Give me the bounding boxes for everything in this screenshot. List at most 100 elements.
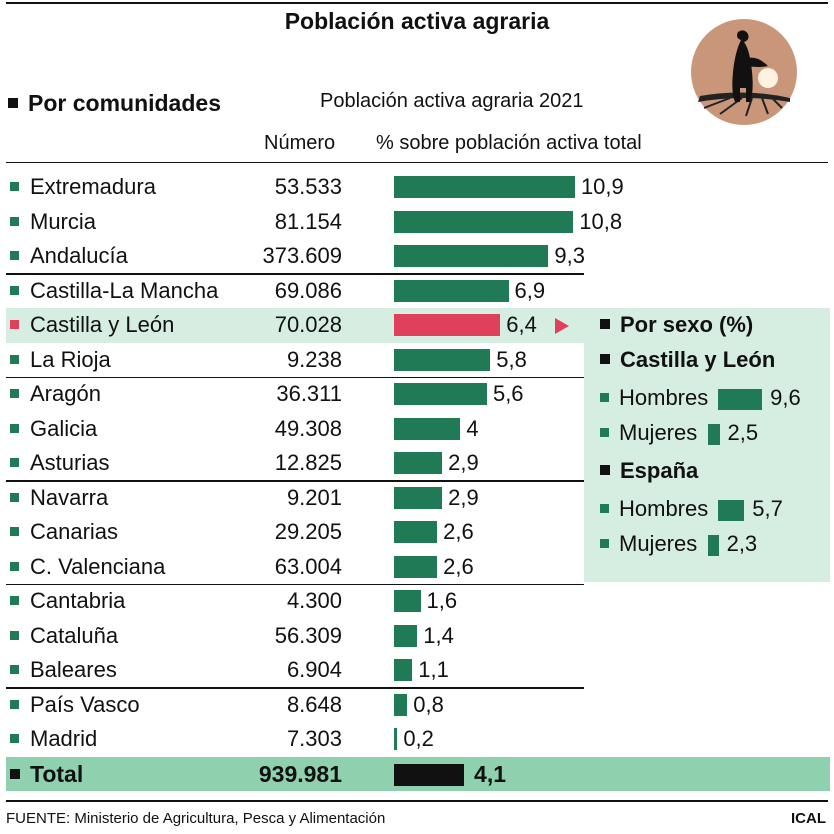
bar-row: Aragón 36.311 5,6 — [0, 377, 834, 412]
number-value: 9.238 — [286, 346, 342, 372]
bullet-square-icon — [10, 285, 19, 295]
sex-panel-heading-text: Por sexo (%) — [620, 312, 754, 337]
data-label: 9,3 — [554, 243, 585, 268]
number-value: 373.609 — [262, 243, 342, 268]
bar — [394, 555, 438, 578]
column-header-percent: % sobre población activa total — [376, 132, 642, 154]
bullet-square-icon — [600, 465, 610, 476]
group-separator — [6, 480, 584, 482]
number-value: 9.201 — [286, 484, 342, 510]
data-label: 1,1 — [418, 657, 449, 682]
sex-bar — [708, 535, 719, 556]
credit-label: ICAL — [791, 810, 826, 827]
number-value: 70.028 — [274, 312, 342, 337]
data-label: 0,8 — [413, 691, 444, 717]
chart-title: Población activa agraria — [284, 8, 550, 34]
bullet-square-icon — [600, 428, 609, 437]
bar-row: País Vasco 8.648 0,8 — [0, 688, 834, 723]
sex-bar — [718, 389, 763, 410]
category-label: Andalucía — [30, 243, 128, 268]
category-label: Cantabria — [30, 588, 126, 613]
sex-label: Mujeres — [619, 531, 698, 556]
sex-row: Mujeres 2,5 — [600, 418, 830, 448]
category-label: Galicia — [30, 415, 98, 441]
data-label: 6,4 — [506, 312, 537, 337]
bar-row: Extremadura 53.533 10,9 — [0, 170, 834, 205]
data-label: 5,8 — [496, 346, 527, 372]
sex-row: Mujeres 2,3 — [600, 529, 830, 559]
section-label-text: Por comunidades — [28, 90, 221, 116]
bullet-square-icon — [600, 504, 609, 513]
bullet-square-icon — [10, 354, 19, 364]
category-label: Aragón — [30, 381, 101, 406]
number-value: 69.086 — [274, 277, 342, 303]
category-label: Navarra — [30, 484, 109, 510]
source-note: FUENTE: Ministerio de Agricultura, Pesca… — [6, 810, 386, 827]
bar — [394, 176, 575, 198]
bar — [394, 486, 443, 509]
bar — [394, 210, 574, 233]
data-label: 10,9 — [580, 174, 624, 199]
sex-label: Hombres — [619, 385, 709, 410]
category-label: C. Valenciana — [30, 553, 166, 579]
bar-row: Cataluña 56.309 1,4 — [0, 619, 834, 654]
bullet-square-icon — [10, 630, 19, 640]
sex-data-label: 2,3 — [726, 531, 758, 556]
bar-row: Galicia 49.308 4 — [0, 412, 834, 447]
bullet-square-icon — [10, 320, 19, 329]
bar-row: Madrid 7.303 0,2 — [0, 722, 834, 757]
bar-row: Murcia 81.154 10,8 — [0, 205, 834, 240]
bullet-square-icon — [10, 665, 19, 674]
number-value: 63.004 — [274, 553, 342, 579]
sex-group-heading-text: Castilla y León — [620, 347, 776, 372]
sex-bar — [718, 500, 745, 521]
bar-row: Navarra 9.201 2,9 — [0, 481, 834, 516]
highlight-arrow-icon — [555, 318, 569, 334]
total-square-icon — [10, 768, 20, 779]
bar — [394, 245, 549, 267]
category-label: Castilla y León — [30, 312, 175, 337]
bullet-square-icon — [10, 561, 19, 571]
bullet-square-icon — [10, 251, 19, 260]
data-label: 1,6 — [426, 588, 458, 613]
category-label: Madrid — [30, 726, 98, 751]
data-label: 2,6 — [443, 519, 474, 544]
data-label: 5,6 — [492, 381, 524, 406]
bar — [394, 383, 487, 405]
data-label: 1,4 — [423, 622, 454, 648]
bar-row: C. Valenciana 63.004 2,6 — [0, 550, 834, 585]
bullet-square-icon — [10, 699, 19, 709]
section-label: Por comunidades — [8, 90, 221, 117]
category-label: País Vasco — [30, 691, 140, 717]
bar — [394, 624, 418, 647]
data-label: 0,2 — [403, 726, 434, 751]
category-label: Asturias — [30, 450, 110, 475]
bar-row: Asturias 12.825 2,9 — [0, 446, 834, 481]
bullet-square-icon — [600, 354, 610, 365]
bullet-square-icon — [10, 216, 19, 226]
sex-label: Hombres — [619, 496, 709, 521]
bullet-square-icon — [10, 527, 19, 536]
number-value: 81.154 — [274, 208, 342, 234]
bullet-square-icon — [10, 182, 19, 191]
bar — [394, 728, 398, 750]
total-label-text: Total — [30, 761, 84, 787]
bar — [394, 314, 501, 336]
data-label: 4 — [466, 415, 479, 441]
sex-data-label: 2,5 — [727, 420, 759, 445]
bar — [394, 693, 408, 716]
category-label: Cataluña — [30, 622, 119, 648]
group-separator — [6, 583, 584, 585]
number-value: 36.311 — [276, 381, 342, 406]
data-label: 2,6 — [443, 553, 474, 579]
bullet-square-icon — [600, 539, 609, 548]
sex-panel-heading: Por sexo (%) — [600, 312, 753, 338]
sex-data-label: 9,6 — [770, 385, 801, 410]
data-label: 6,9 — [514, 277, 546, 303]
sex-row: Hombres 9,6 — [600, 383, 830, 413]
bar — [394, 279, 509, 302]
group-separator — [6, 687, 584, 689]
sex-group-heading: Castilla y León — [600, 347, 775, 373]
category-label: Extremadura — [30, 174, 156, 199]
bar-row: Castilla-La Mancha 69.086 6,9 — [0, 274, 834, 309]
